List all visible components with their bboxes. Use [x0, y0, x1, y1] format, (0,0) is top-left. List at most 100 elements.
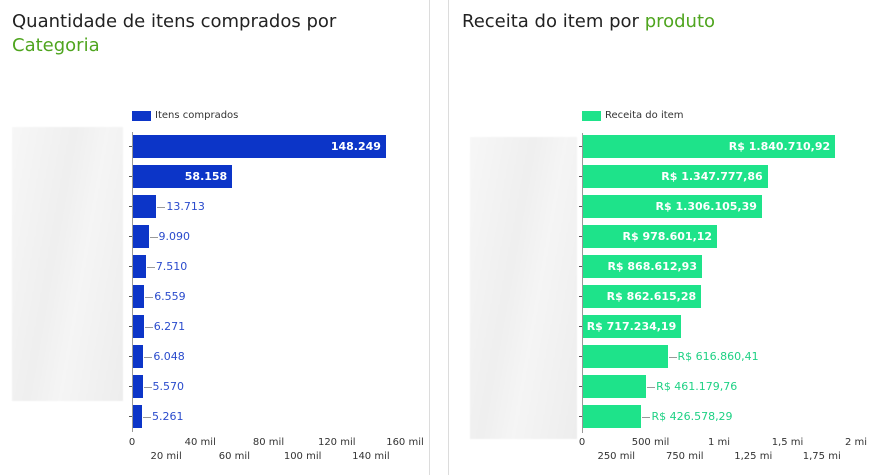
legend-label: Itens comprados	[155, 110, 239, 121]
leader-line	[157, 206, 166, 208]
legend-label: Receita do item	[605, 110, 684, 121]
leader-line	[144, 326, 153, 328]
leader-line	[647, 386, 656, 388]
bar-value-label: R$ 717.234,19	[586, 320, 677, 333]
x-tick-label: 40 mil	[184, 437, 216, 448]
panel-gap	[430, 0, 448, 475]
leader-line	[149, 236, 158, 238]
chart-title: Receita do item por produto	[462, 10, 862, 34]
y-tick-mark	[579, 206, 582, 207]
y-tick-mark	[579, 356, 582, 357]
revenue-by-product-panel: Receita do item por produto Receita do i…	[448, 0, 878, 475]
bar[interactable]: R$ 868.612,93	[583, 255, 702, 278]
y-tick-mark	[579, 296, 582, 297]
leader-line	[143, 386, 152, 388]
x-tick-label: 2 mi	[844, 437, 868, 448]
bar[interactable]	[133, 225, 149, 248]
x-tick-label: 160 mil	[386, 437, 424, 448]
x-tick-label: 1,5 mi	[771, 437, 804, 448]
y-tick-mark	[129, 236, 132, 237]
chart-title-main: Quantidade de itens comprados por	[12, 11, 337, 32]
bar[interactable]	[133, 255, 146, 278]
bar[interactable]	[133, 345, 144, 368]
bar-value-label: R$ 1.347.777,86	[661, 170, 763, 183]
chart-legend[interactable]: Receita do item	[582, 110, 684, 121]
leader-line	[145, 296, 154, 298]
y-tick-mark	[129, 386, 132, 387]
bar[interactable]	[133, 195, 157, 218]
items-by-category-panel: Quantidade de itens comprados por Catego…	[0, 0, 430, 475]
y-tick-mark	[129, 416, 132, 417]
y-tick-mark	[579, 326, 582, 327]
x-tick-label: 100 mil	[283, 451, 322, 462]
bar[interactable]	[583, 405, 642, 428]
legend-swatch	[132, 110, 151, 121]
x-tick-label: 1 mi	[707, 437, 731, 448]
bar[interactable]: 148.249	[133, 135, 386, 158]
y-axis-line	[582, 133, 583, 433]
chart-title-main: Receita do item por	[462, 11, 639, 32]
chart-title: Quantidade de itens comprados por Catego…	[12, 10, 412, 58]
bar-value-label: R$ 1.840.710,92	[728, 140, 831, 153]
y-tick-mark	[129, 206, 132, 207]
bar[interactable]	[133, 285, 145, 308]
y-axis-line	[132, 132, 133, 432]
bar[interactable]: R$ 862.615,28	[583, 285, 702, 308]
blurred-product-labels	[470, 137, 577, 439]
x-tick-label: 1,25 mi	[734, 451, 773, 462]
bar[interactable]: R$ 717.234,19	[583, 315, 682, 338]
y-tick-mark	[579, 386, 582, 387]
y-tick-mark	[129, 266, 132, 267]
y-tick-mark	[579, 176, 582, 177]
y-tick-mark	[129, 326, 132, 327]
bar-value-label: R$ 868.612,93	[607, 260, 697, 273]
leader-line	[142, 416, 151, 418]
leader-line	[668, 356, 677, 358]
bar-value-label: 6.271	[144, 315, 185, 338]
bar[interactable]: 58.158	[133, 165, 233, 188]
y-tick-mark	[129, 176, 132, 177]
bar-value-label: R$ 426.578,29	[642, 405, 733, 428]
bar[interactable]	[583, 345, 668, 368]
bar-value-label: 13.713	[157, 195, 205, 218]
bar-value-label: R$ 862.615,28	[606, 290, 697, 303]
bar-value-label: 9.090	[149, 225, 190, 248]
x-tick-label: 60 mil	[218, 451, 250, 462]
bar[interactable]	[133, 315, 144, 338]
x-tick-label: 20 mil	[150, 451, 182, 462]
bar[interactable]	[133, 405, 142, 428]
x-tick-label: 0	[128, 437, 136, 448]
leader-line	[146, 266, 155, 268]
bar-value-label: 6.559	[145, 285, 186, 308]
y-tick-mark	[579, 146, 582, 147]
y-tick-mark	[579, 416, 582, 417]
x-tick-label: 250 mil	[597, 451, 636, 462]
bar[interactable]: R$ 1.347.777,86	[583, 165, 768, 188]
x-tick-label: 120 mil	[317, 437, 356, 448]
bar[interactable]	[583, 375, 647, 398]
bar-value-label: 58.158	[184, 170, 228, 183]
leader-line	[144, 356, 153, 358]
bar-value-label: R$ 1.306.105,39	[655, 200, 757, 213]
leader-line	[642, 416, 651, 418]
x-tick-label: 80 mil	[252, 437, 285, 448]
bar-value-label: 148.249	[330, 140, 381, 153]
x-tick-label: 140 mil	[352, 451, 390, 462]
chart-legend[interactable]: Itens comprados	[132, 110, 238, 121]
y-tick-mark	[129, 146, 132, 147]
chart-title-accent: Categoria	[12, 35, 100, 56]
x-tick-label: 500 mil	[631, 437, 670, 448]
bar[interactable]	[133, 375, 143, 398]
bar-value-label: R$ 461.179,76	[647, 375, 737, 398]
bar-value-label: 5.261	[142, 405, 183, 428]
bar[interactable]: R$ 1.306.105,39	[583, 195, 762, 218]
bar-value-label: 7.510	[146, 255, 187, 278]
bar[interactable]: R$ 1.840.710,92	[583, 135, 836, 158]
y-tick-mark	[129, 296, 132, 297]
x-tick-label: 0	[578, 437, 586, 448]
bar[interactable]: R$ 978.601,12	[583, 225, 718, 248]
chart-title-accent: produto	[644, 11, 716, 32]
y-tick-mark	[579, 266, 582, 267]
x-tick-label: 750 mil	[665, 451, 704, 462]
bar-value-label: R$ 616.860,41	[668, 345, 759, 368]
